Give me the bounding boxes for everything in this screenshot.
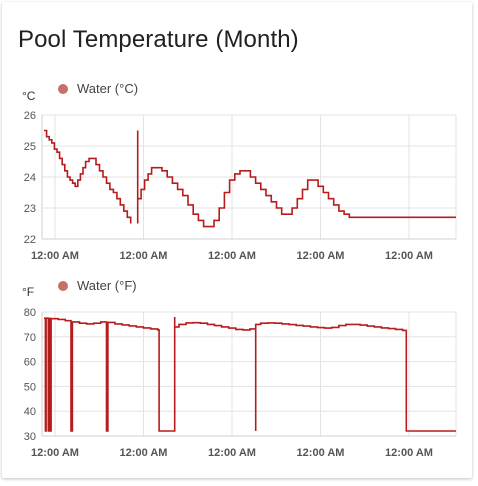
x-tick-label: 12:00 AM: [208, 447, 256, 459]
x-tick-label: 12:00 AM: [297, 447, 345, 459]
legend-swatch: [58, 84, 68, 94]
y-tick-label: 22: [24, 234, 36, 246]
x-tick-label: 12:00 AM: [31, 447, 79, 459]
y-tick-label: 50: [24, 381, 36, 393]
y-unit-label: °F: [22, 285, 34, 299]
card-title: Pool Temperature (Month): [18, 26, 299, 53]
y-unit-label: °C: [22, 89, 36, 103]
series-line-fahrenheit: [44, 317, 456, 432]
y-tick-label: 23: [24, 203, 36, 215]
x-tick-label: 12:00 AM: [385, 250, 433, 262]
y-tick-label: 80: [24, 307, 36, 319]
y-tick-label: 24: [24, 172, 36, 184]
series-line-celsius: [44, 129, 456, 228]
x-tick-label: 12:00 AM: [208, 250, 256, 262]
y-tick-label: 25: [24, 141, 36, 153]
x-tick-label: 12:00 AM: [31, 250, 79, 262]
x-tick-label: 12:00 AM: [297, 250, 345, 262]
x-tick-label: 12:00 AM: [385, 447, 433, 459]
x-tick-label: 12:00 AM: [120, 447, 168, 459]
x-tick-label: 12:00 AM: [120, 250, 168, 262]
y-tick-label: 70: [24, 332, 36, 344]
legend-label: Water (°F): [77, 278, 137, 293]
y-tick-label: 40: [24, 406, 36, 418]
y-tick-label: 30: [24, 431, 36, 443]
y-tick-label: 60: [24, 357, 36, 369]
legend-label: Water (°C): [77, 81, 138, 96]
y-tick-label: 26: [24, 110, 36, 122]
legend-swatch: [58, 281, 68, 291]
pool-temperature-card: Pool Temperature (Month): [2, 2, 472, 478]
